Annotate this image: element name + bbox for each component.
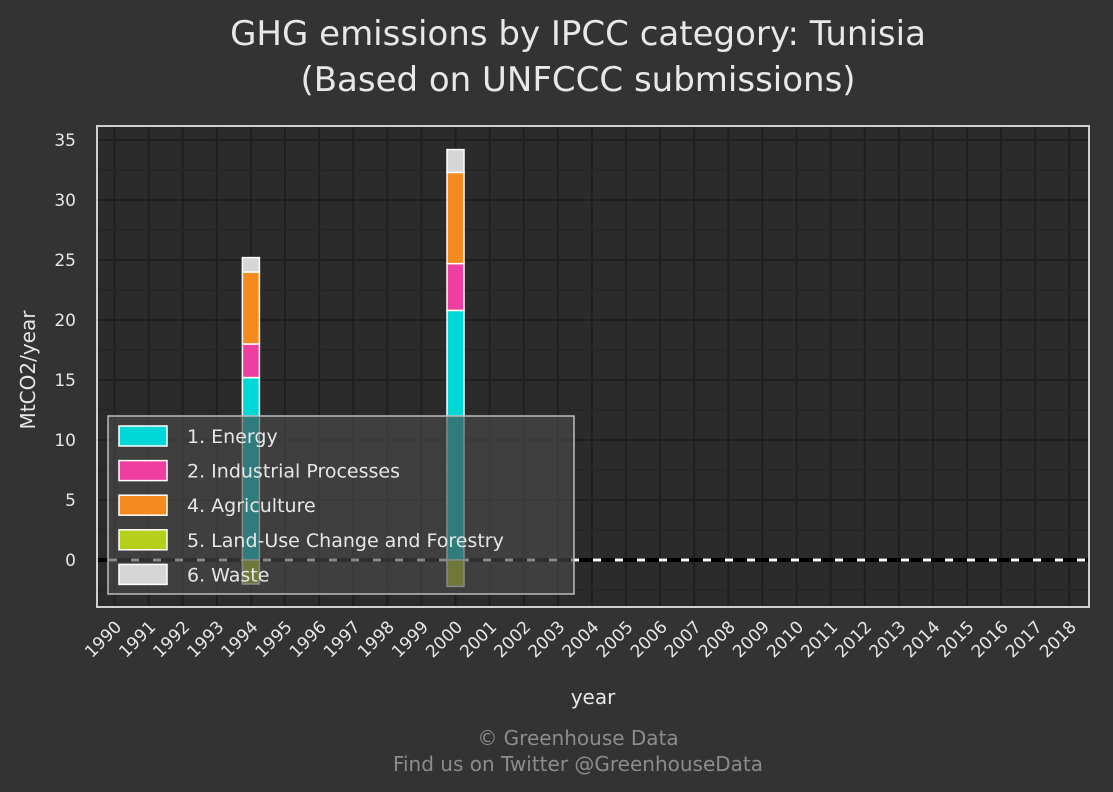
x-tick-label: 1998 [354,617,399,662]
x-tick-label: 2002 [491,617,536,662]
legend: 1. Energy 2. Industrial Processes 4. Agric… [107,415,575,595]
bar-segment [446,171,465,265]
x-tick-label: 2000 [422,617,467,662]
y-tick-label: 0 [65,551,76,571]
x-axis-label: year [571,685,616,709]
x-tick-label: 1996 [286,617,331,662]
legend-box [107,415,575,595]
bar-segment [241,343,261,379]
x-tick-label: 1991 [115,617,160,662]
x-tick-label: 1995 [252,617,297,662]
x-tick-label: 1997 [320,617,365,662]
y-axis-label: MtCO2/year [16,310,40,430]
x-tick-label: 2005 [593,617,638,662]
x-tick-label: 2016 [968,617,1013,662]
y-tick-label: 5 [65,491,76,511]
x-tick-label: 1993 [184,617,229,662]
x-tick-label: 2009 [729,617,774,662]
chart-title-line2: (Based on UNFCCC submissions) [300,60,855,100]
legend-swatch [118,563,168,586]
legend-swatch [118,425,168,447]
legend-swatch [118,529,168,551]
x-tick-label: 2014 [900,617,945,662]
x-tick-label: 2004 [559,617,604,662]
x-tick-label: 2012 [832,617,877,662]
x-tick-label: 2007 [661,617,706,662]
bar-segment [241,271,261,345]
legend-label: 5. Land-Use Change and Forestry [187,530,504,552]
y-tick-label: 10 [54,431,76,451]
x-tick-label: 2008 [695,617,740,662]
bar-segment [241,256,261,273]
x-tick-label: 1999 [388,617,433,662]
plot-frame [96,125,1090,608]
x-tick-label: 2011 [797,617,842,662]
credit-copyright: © Greenhouse Data [477,726,678,750]
x-tick-label: 2018 [1036,617,1081,662]
x-tick-label: 2001 [456,617,501,662]
legend-label: 2. Industrial Processes [187,461,400,483]
bar-segment [446,262,465,312]
x-tick-label: 2003 [525,617,570,662]
y-tick-label: 35 [54,131,76,151]
y-axis-ticks: 0 5 10 15 20 25 30 35 [54,131,76,571]
chart-title-line1: GHG emissions by IPCC category: Tunisia [230,14,926,54]
y-tick-label: 30 [54,191,76,211]
credit-twitter: Find us on Twitter @GreenhouseData [393,752,763,776]
y-tick-label: 25 [54,251,76,271]
x-axis-ticks: 1990199119921993199419951996199719981999… [81,617,1081,662]
y-tick-label: 15 [54,371,76,391]
x-tick-label: 1990 [81,617,126,662]
x-tick-label: 1994 [218,617,263,662]
x-tick-label: 2013 [866,617,911,662]
legend-label: 4. Agriculture [187,495,316,517]
x-tick-label: 1992 [149,617,194,662]
y-tick-label: 20 [54,311,76,331]
x-tick-label: 2015 [934,617,979,662]
legend-label: 6. Waste [187,564,269,586]
x-tick-label: 2006 [627,617,672,662]
bar-segment [446,148,465,174]
x-tick-label: 2010 [763,617,808,662]
legend-label: 1. Energy [187,426,278,448]
legend-swatch [118,459,168,482]
legend-swatch [118,494,168,516]
x-tick-label: 2017 [1002,617,1047,662]
